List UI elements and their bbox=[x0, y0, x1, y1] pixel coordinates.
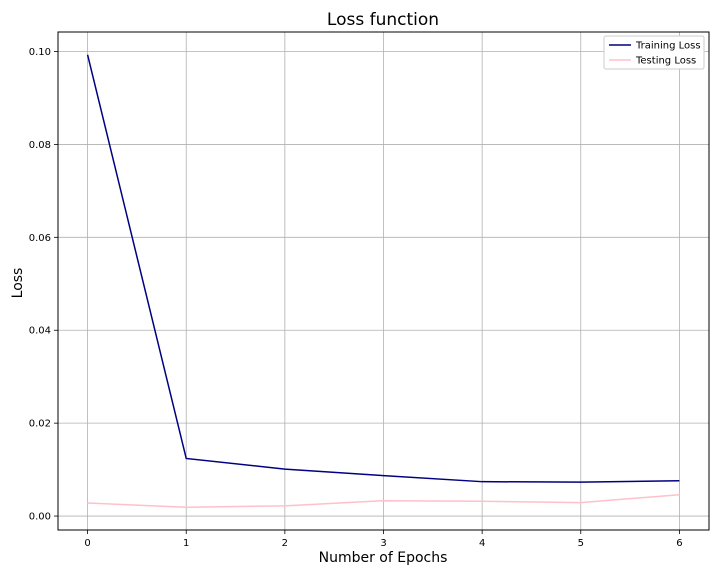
y-tick-label: 0.00 bbox=[29, 512, 51, 523]
y-tick-label: 0.10 bbox=[29, 47, 51, 58]
grid bbox=[58, 32, 709, 530]
legend-label: Training Loss bbox=[635, 41, 701, 52]
series-lines bbox=[86, 54, 680, 508]
legend: Training Loss Testing Loss bbox=[603, 35, 705, 70]
x-tick-label: 0 bbox=[84, 538, 90, 549]
x-tick-label: 6 bbox=[676, 538, 682, 549]
y-axis-label: Loss bbox=[10, 268, 26, 299]
y-tick-label: 0.08 bbox=[29, 140, 51, 151]
series-line-training-loss bbox=[86, 54, 680, 483]
y-axis-ticks: 0.00 0.02 0.04 0.06 0.08 0.10 bbox=[29, 47, 58, 523]
legend-label: Testing Loss bbox=[635, 56, 696, 67]
x-tick-label: 5 bbox=[578, 538, 584, 549]
chart-title: Loss function bbox=[327, 10, 439, 30]
y-tick-label: 0.02 bbox=[29, 419, 51, 430]
series-line-testing-loss bbox=[87, 493, 680, 508]
y-tick-label: 0.04 bbox=[29, 326, 51, 337]
x-tick-label: 2 bbox=[282, 538, 288, 549]
x-axis-label: Number of Epochs bbox=[319, 550, 448, 566]
x-tick-label: 3 bbox=[380, 538, 386, 549]
x-tick-label: 4 bbox=[479, 538, 485, 549]
x-axis-ticks: 0 1 2 3 4 5 6 bbox=[84, 530, 683, 549]
x-tick-label: 1 bbox=[183, 538, 189, 549]
y-tick-label: 0.06 bbox=[29, 233, 51, 244]
